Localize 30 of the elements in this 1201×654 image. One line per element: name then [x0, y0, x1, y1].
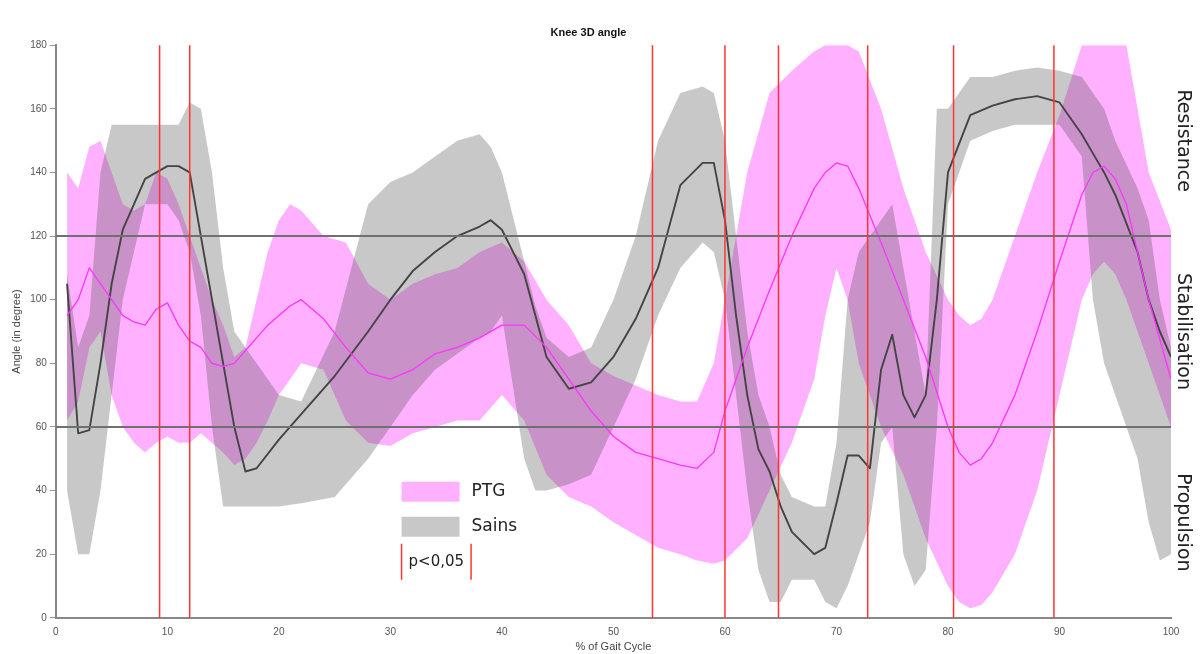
- y-tick-label: 100: [30, 293, 48, 305]
- y-tick-label: 0: [41, 611, 48, 623]
- x-tick-label: 10: [161, 625, 174, 637]
- y-tick-label: 60: [35, 420, 48, 432]
- text: Propulsion: [1174, 473, 1197, 572]
- x-tick-label: 0: [53, 625, 60, 637]
- y-tick-label: 40: [35, 484, 48, 496]
- x-tick-label: 50: [607, 625, 620, 637]
- x-tick-label: 20: [273, 625, 285, 637]
- text: Stabilisation: [1174, 273, 1197, 390]
- chart-title: Knee 3D angle: [550, 25, 627, 38]
- legend-label: Sains: [471, 515, 518, 536]
- x-tick-label: 100: [1162, 625, 1180, 637]
- x-tick-label: 80: [942, 625, 954, 637]
- x-tick-label: 70: [830, 625, 843, 637]
- x-tick-label: 30: [384, 625, 397, 637]
- legend-label: PTG: [471, 480, 506, 501]
- text: Resistance: [1174, 89, 1197, 192]
- y-tick-label: 140: [30, 166, 48, 178]
- y-axis-title: Angle (in degree): [9, 289, 22, 374]
- x-tick-label: 40: [496, 625, 508, 637]
- x-tick-label: 90: [1053, 625, 1066, 637]
- y-tick-label: 120: [30, 229, 48, 241]
- x-axis-title: % of Gait Cycle: [575, 640, 652, 653]
- y-tick-label: 160: [30, 102, 48, 114]
- y-tick-label: 180: [30, 38, 48, 50]
- annotation: p<0,05: [408, 551, 465, 570]
- y-tick-label: 80: [35, 357, 48, 369]
- x-tick-label: 60: [719, 625, 731, 637]
- y-tick-label: 20: [35, 547, 48, 559]
